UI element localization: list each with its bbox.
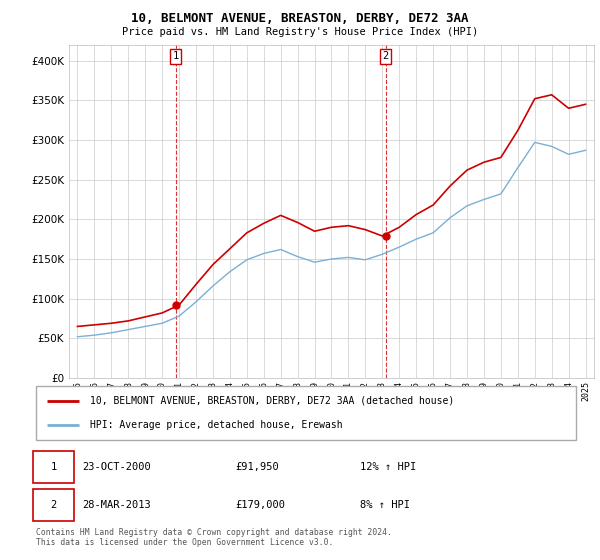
Text: £91,950: £91,950 [236, 462, 280, 472]
Text: 8% ↑ HPI: 8% ↑ HPI [360, 500, 410, 510]
FancyBboxPatch shape [34, 451, 74, 483]
Text: 2: 2 [383, 52, 389, 62]
Text: 1: 1 [50, 462, 56, 472]
Text: 12% ↑ HPI: 12% ↑ HPI [360, 462, 416, 472]
Text: 10, BELMONT AVENUE, BREASTON, DERBY, DE72 3AA (detached house): 10, BELMONT AVENUE, BREASTON, DERBY, DE7… [90, 396, 454, 406]
FancyBboxPatch shape [36, 386, 576, 440]
Text: 1: 1 [173, 52, 179, 62]
Text: 23-OCT-2000: 23-OCT-2000 [82, 462, 151, 472]
Text: HPI: Average price, detached house, Erewash: HPI: Average price, detached house, Erew… [90, 420, 343, 430]
Text: 2: 2 [50, 500, 56, 510]
Text: 10, BELMONT AVENUE, BREASTON, DERBY, DE72 3AA: 10, BELMONT AVENUE, BREASTON, DERBY, DE7… [131, 12, 469, 25]
Text: Price paid vs. HM Land Registry's House Price Index (HPI): Price paid vs. HM Land Registry's House … [122, 27, 478, 37]
Text: £179,000: £179,000 [236, 500, 286, 510]
FancyBboxPatch shape [34, 489, 74, 521]
Text: Contains HM Land Registry data © Crown copyright and database right 2024.
This d: Contains HM Land Registry data © Crown c… [36, 528, 392, 547]
Text: 28-MAR-2013: 28-MAR-2013 [82, 500, 151, 510]
